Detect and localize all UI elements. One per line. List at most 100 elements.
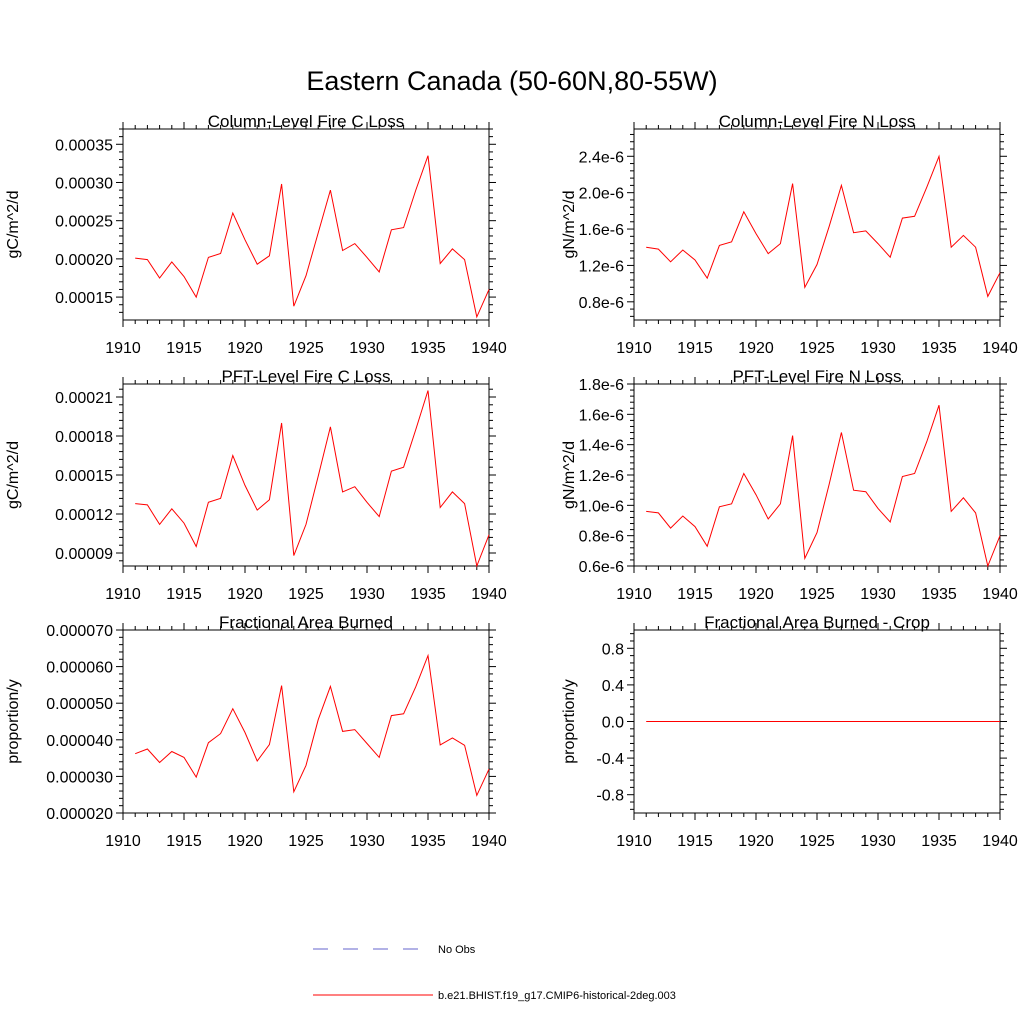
y-axis-label: gC/m^2/d xyxy=(5,441,22,509)
x-tick-label: 1920 xyxy=(738,340,774,357)
y-tick-label: 1.8e-6 xyxy=(579,377,624,394)
y-tick-label: 0.000060 xyxy=(46,660,113,677)
y-tick-label: 1.6e-6 xyxy=(579,407,624,424)
plot-frame xyxy=(122,128,490,321)
y-tick-label: 0.000020 xyxy=(46,806,113,823)
y-tick-label: 0.00030 xyxy=(55,175,113,192)
x-tick-label: 1920 xyxy=(738,586,774,603)
series-line xyxy=(646,405,1001,568)
series-line xyxy=(135,390,490,568)
y-tick-label: 1.0e-6 xyxy=(579,498,624,515)
x-tick-label: 1940 xyxy=(471,833,507,850)
y-tick-label: 1.2e-6 xyxy=(579,258,624,275)
x-tick-label: 1920 xyxy=(227,586,263,603)
y-tick-label: 0.00025 xyxy=(55,214,113,231)
x-tick-label: 1915 xyxy=(166,340,202,357)
x-tick-label: 1915 xyxy=(166,833,202,850)
x-tick-label: 1930 xyxy=(349,833,385,850)
x-tick-label: 1925 xyxy=(288,340,324,357)
y-tick-label: 0.00015 xyxy=(55,468,113,485)
y-tick-label: 0.00015 xyxy=(55,290,113,307)
x-tick-label: 1935 xyxy=(921,340,957,357)
x-tick-label: 1930 xyxy=(349,586,385,603)
series-line xyxy=(646,154,1001,298)
x-tick-label: 1930 xyxy=(860,340,896,357)
y-tick-label: 0.8 xyxy=(602,641,624,658)
y-tick-label: 0.00012 xyxy=(55,507,113,524)
x-tick-label: 1920 xyxy=(738,833,774,850)
y-tick-label: 0.000050 xyxy=(46,696,113,713)
x-tick-label: 1915 xyxy=(166,586,202,603)
panel-title: Fractional Area Burned - Crop xyxy=(704,613,930,632)
chart-panel-5: Fractional Area Burned proportion/y 1910 19… xyxy=(5,613,507,850)
y-tick-label: 0.00018 xyxy=(55,429,113,446)
y-tick-label: 0.000030 xyxy=(46,769,113,786)
y-tick-label: 1.2e-6 xyxy=(579,468,624,485)
x-tick-label: 1930 xyxy=(860,833,896,850)
x-tick-label: 1925 xyxy=(799,586,835,603)
y-axis-label: gN/m^2/d xyxy=(561,191,578,259)
y-tick-label: -0.8 xyxy=(596,788,624,805)
x-tick-label: 1915 xyxy=(677,340,713,357)
x-tick-label: 1910 xyxy=(616,586,652,603)
y-tick-label: 0.0 xyxy=(602,715,624,732)
x-tick-label: 1920 xyxy=(227,833,263,850)
y-tick-label: 0.00020 xyxy=(55,252,113,269)
y-axis-label: proportion/y xyxy=(561,679,578,764)
y-tick-label: 0.8e-6 xyxy=(579,529,624,546)
x-tick-label: 1925 xyxy=(288,833,324,850)
chart-panel-3: PFT-Level Fire C Loss gC/m^2/d 1910 1915 192… xyxy=(5,367,507,603)
x-tick-label: 1935 xyxy=(410,833,446,850)
x-tick-label: 1935 xyxy=(921,586,957,603)
x-tick-label: 1925 xyxy=(799,833,835,850)
y-tick-label: 0.8e-6 xyxy=(579,295,624,312)
y-tick-label: 0.00021 xyxy=(55,390,113,407)
y-tick-label: 1.6e-6 xyxy=(579,222,624,239)
x-tick-label: 1920 xyxy=(227,340,263,357)
y-tick-label: 0.4 xyxy=(602,678,624,695)
y-axis-label: gN/m^2/d xyxy=(561,441,578,509)
x-tick-label: 1940 xyxy=(982,586,1018,603)
x-tick-label: 1915 xyxy=(677,833,713,850)
plot-frame xyxy=(633,383,1001,567)
y-tick-label: 0.6e-6 xyxy=(579,559,624,576)
y-axis-label: proportion/y xyxy=(5,679,22,764)
x-tick-label: 1910 xyxy=(616,340,652,357)
y-tick-label: 2.4e-6 xyxy=(579,149,624,166)
x-tick-label: 1930 xyxy=(349,340,385,357)
y-tick-label: 0.000070 xyxy=(46,623,113,640)
legend-label-model: b.e21.BHIST.f19_g17.CMIP6-historical-2de… xyxy=(438,990,676,1002)
panel-title: PFT-Level Fire C Loss xyxy=(221,367,390,386)
panel-title: Fractional Area Burned xyxy=(219,613,393,632)
y-axis-label: gC/m^2/d xyxy=(5,191,22,259)
x-tick-label: 1930 xyxy=(860,586,896,603)
x-tick-label: 1925 xyxy=(288,586,324,603)
y-tick-label: 0.00009 xyxy=(55,546,113,563)
x-tick-label: 1910 xyxy=(616,833,652,850)
y-tick-label: -0.4 xyxy=(596,751,624,768)
figure-title: Eastern Canada (50-60N,80-55W) xyxy=(306,66,717,96)
series-line xyxy=(135,155,490,319)
legend-label-no-obs: No Obs xyxy=(438,944,476,956)
y-tick-label: 0.00035 xyxy=(55,137,113,154)
chart-panel-6: Fractional Area Burned - Crop proportion/… xyxy=(561,613,1018,850)
x-tick-label: 1940 xyxy=(471,586,507,603)
y-tick-label: 0.000040 xyxy=(46,733,113,750)
panel-title: PFT-Level Fire N Loss xyxy=(732,367,901,386)
x-tick-label: 1940 xyxy=(471,340,507,357)
x-tick-label: 1910 xyxy=(105,586,141,603)
x-tick-label: 1940 xyxy=(982,340,1018,357)
x-tick-label: 1910 xyxy=(105,833,141,850)
x-tick-label: 1935 xyxy=(410,340,446,357)
x-tick-label: 1940 xyxy=(982,833,1018,850)
plot-frame xyxy=(633,128,1001,321)
x-tick-label: 1935 xyxy=(410,586,446,603)
plot-frame xyxy=(122,629,490,814)
x-tick-label: 1925 xyxy=(799,340,835,357)
y-tick-label: 2.0e-6 xyxy=(579,186,624,203)
x-tick-label: 1935 xyxy=(921,833,957,850)
